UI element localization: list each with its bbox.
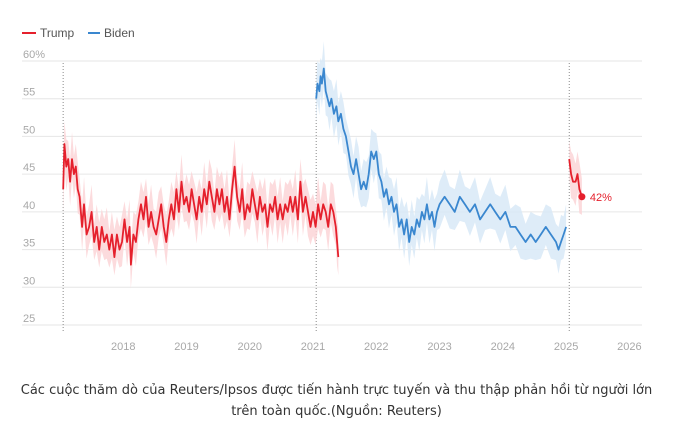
y-tick-label: 55 — [23, 87, 35, 99]
y-tick-label: 60% — [23, 49, 45, 61]
x-tick-label: 2018 — [111, 341, 135, 353]
series-line — [62, 143, 340, 266]
x-tick-label: 2021 — [301, 341, 325, 353]
chart-caption: Các cuộc thăm dò của Reuters/Ipsos được … — [20, 383, 653, 419]
y-tick-label: 45 — [23, 162, 35, 174]
latest-point — [578, 193, 586, 201]
legend-label-trump: Trump — [40, 26, 75, 40]
series-line — [568, 158, 583, 198]
legend: Trump Biden — [22, 26, 135, 40]
y-tick-label: 40 — [23, 200, 35, 212]
x-axis-labels: 2018 2019 2020 2021 2022 2023 2024 2025 2026 — [111, 341, 642, 353]
y-tick-label: 25 — [23, 313, 35, 325]
series-line — [315, 67, 567, 251]
legend-label-biden: Biden — [104, 26, 135, 40]
y-axis-labels: 60% 55 50 45 40 35 30 25 — [23, 49, 45, 325]
x-tick-label: 2025 — [554, 341, 578, 353]
x-tick-label: 2023 — [427, 341, 451, 353]
y-tick-label: 50 — [23, 124, 35, 136]
y-tick-label: 30 — [23, 275, 35, 287]
x-tick-label: 2020 — [238, 341, 262, 353]
latest-value-annotation: 42% — [578, 192, 612, 204]
y-tick-label: 35 — [23, 238, 35, 250]
x-tick-label: 2024 — [491, 341, 515, 353]
series-lines — [62, 67, 583, 266]
x-tick-label: 2022 — [364, 341, 388, 353]
x-tick-label: 2019 — [174, 341, 198, 353]
latest-value-label: 42% — [590, 192, 612, 204]
x-tick-label: 2026 — [617, 341, 641, 353]
